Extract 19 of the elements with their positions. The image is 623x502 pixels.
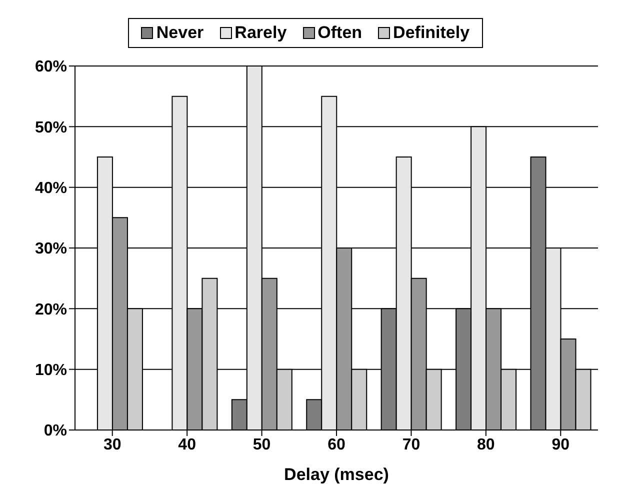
y-tick-label: 10% <box>34 362 67 380</box>
x-tick-label: 80 <box>477 436 495 454</box>
y-tick-label: 20% <box>34 301 67 318</box>
legend-label: Definitely <box>392 23 470 43</box>
y-tick-label: 50% <box>34 119 67 136</box>
x-tick-label: 50 <box>252 436 271 454</box>
y-tick-label: 0% <box>44 422 67 440</box>
x-tick-label: 30 <box>103 436 122 454</box>
legend-label: Never <box>155 23 204 43</box>
legend-label: Often <box>316 23 362 43</box>
legend-label: Rarely <box>234 23 287 43</box>
x-tick-label: 70 <box>402 436 420 454</box>
x-tick-label: 90 <box>552 436 570 454</box>
x-tick-label: 40 <box>178 436 196 454</box>
x-axis-title: Delay (msec) <box>284 465 389 484</box>
x-tick-label: 60 <box>328 436 346 454</box>
y-tick-label: 40% <box>34 180 67 198</box>
y-tick-label: 30% <box>34 240 67 258</box>
y-tick-label: 60% <box>34 58 67 76</box>
